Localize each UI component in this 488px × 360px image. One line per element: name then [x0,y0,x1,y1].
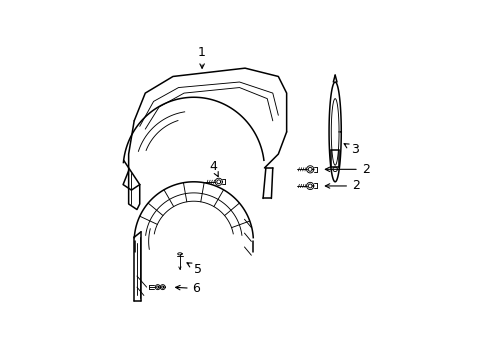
Text: 1: 1 [198,46,205,68]
Text: 6: 6 [175,282,200,295]
Text: 2: 2 [325,179,359,193]
Text: 5: 5 [186,262,202,276]
Text: 2: 2 [325,163,369,176]
Text: 4: 4 [209,160,218,176]
Text: 3: 3 [344,143,358,157]
